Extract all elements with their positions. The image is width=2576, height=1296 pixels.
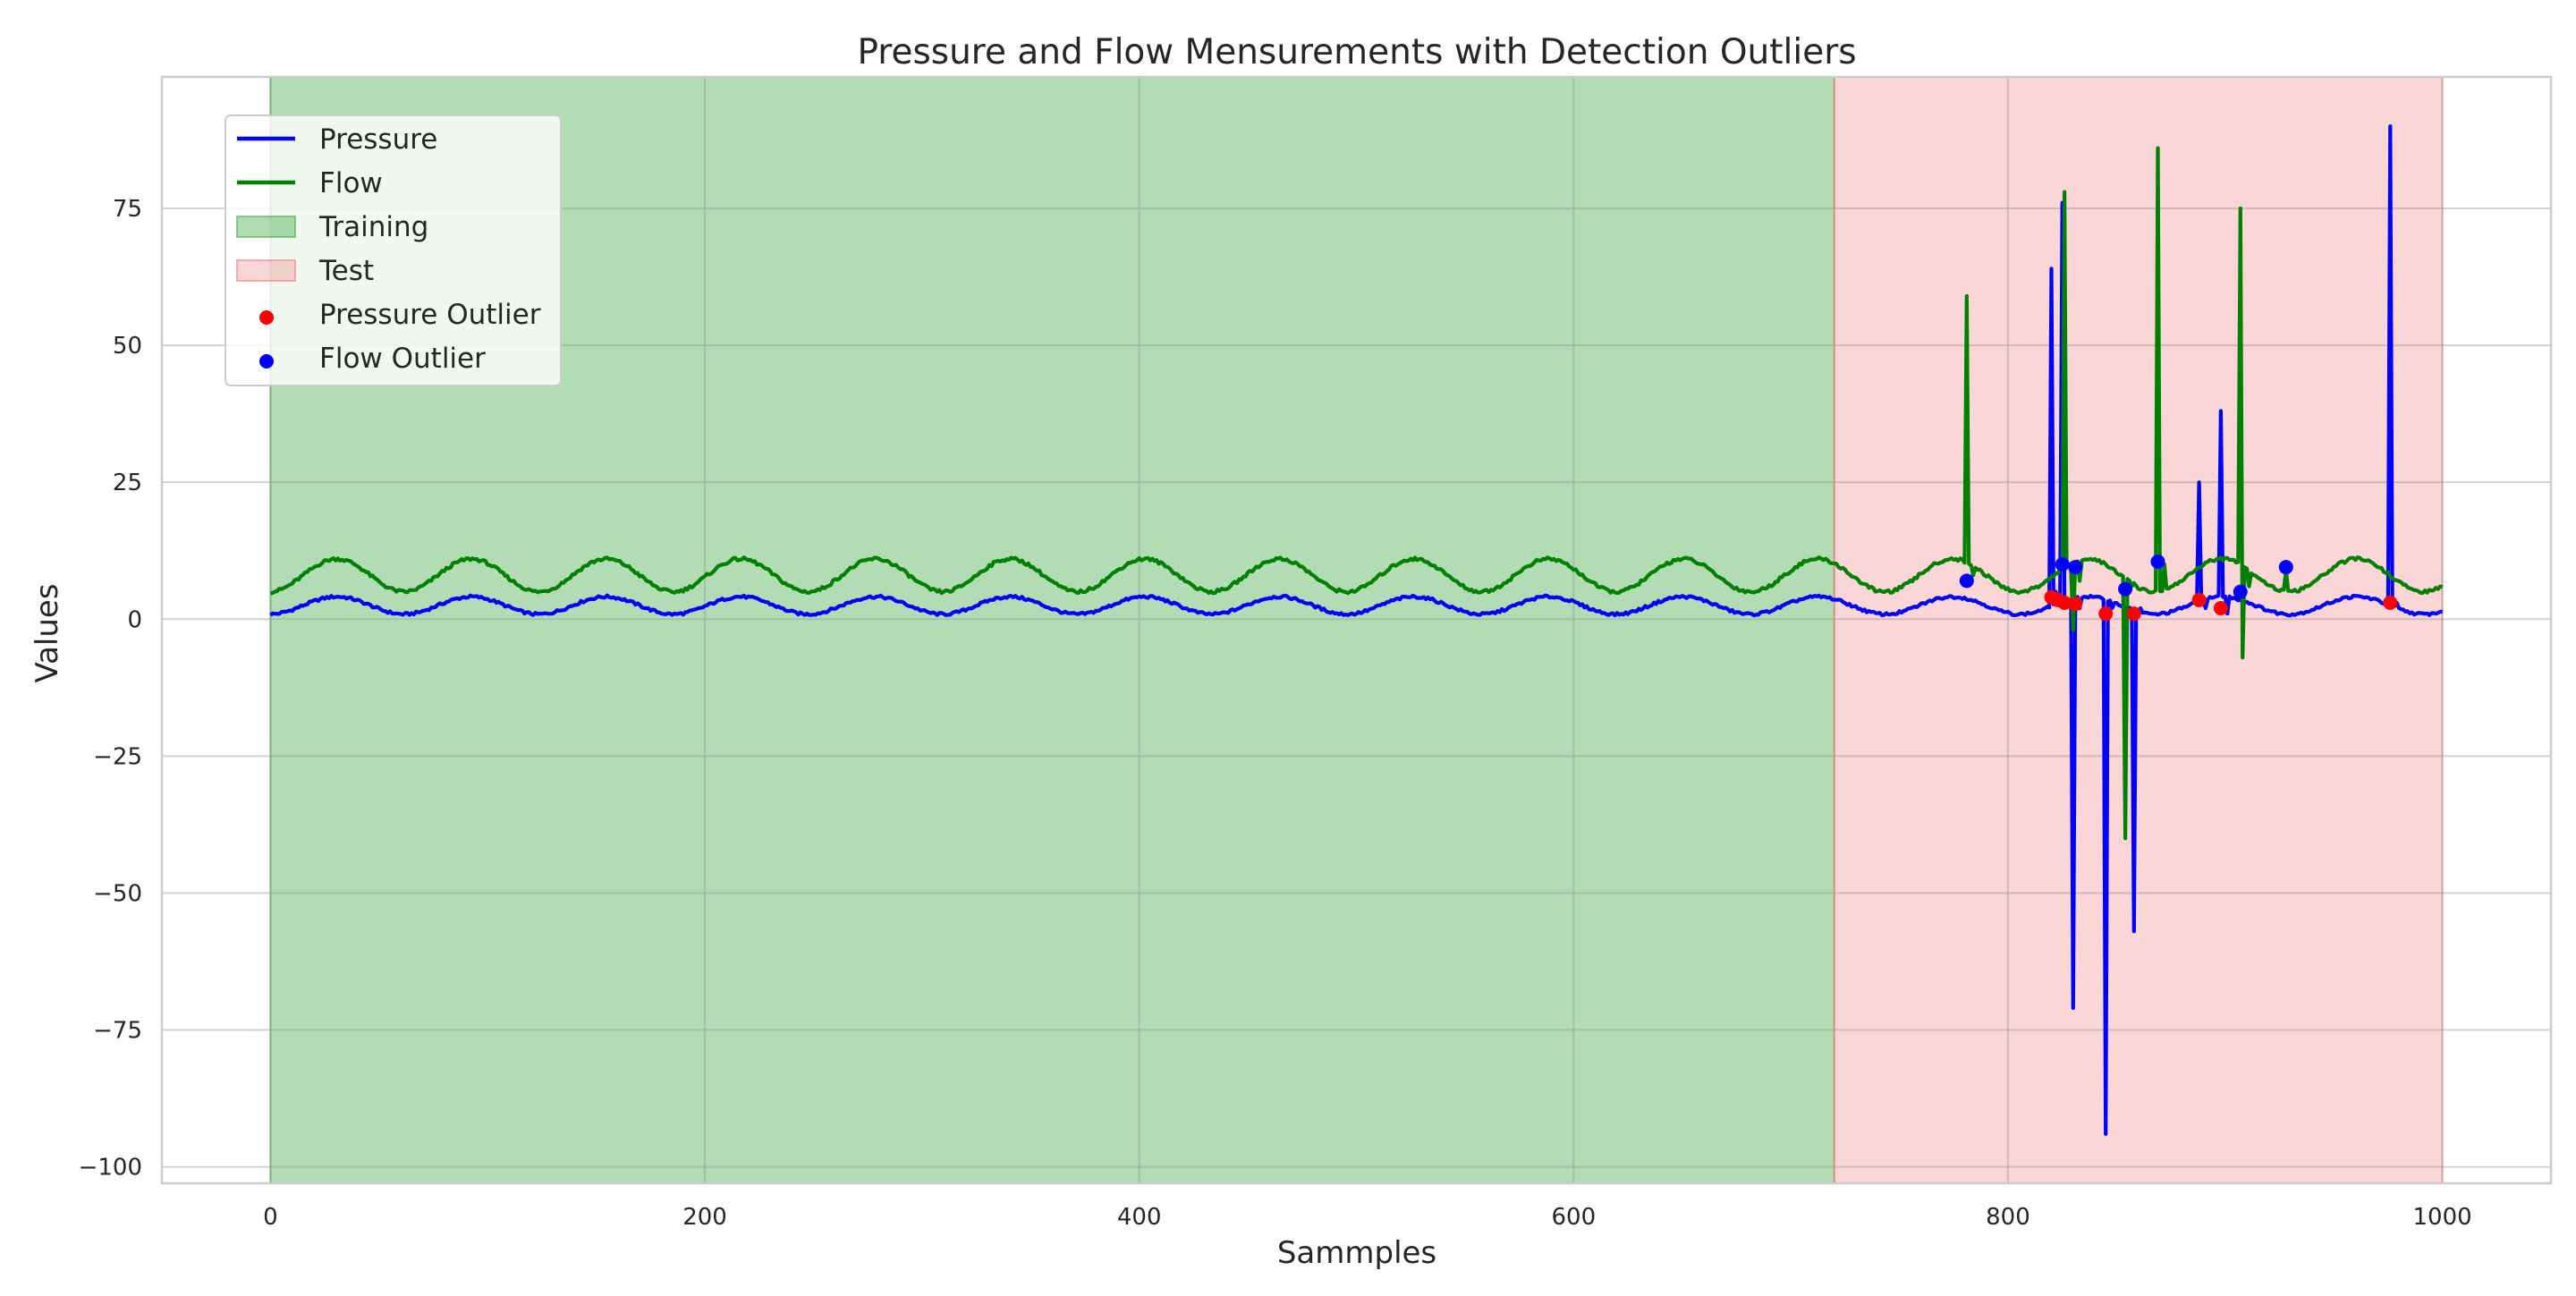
x-tick-label: 1000 <box>2413 1204 2472 1231</box>
legend-box <box>225 114 562 386</box>
series-line-flow <box>270 146 2444 841</box>
y-tick-label: −100 <box>79 1155 142 1182</box>
flow-outlier-point <box>1959 573 1974 589</box>
y-tick-label: 75 <box>113 196 142 223</box>
pressure-outlier-point <box>2057 595 2072 610</box>
y-tick-label: 25 <box>113 470 142 496</box>
y-tick-label: 50 <box>113 333 142 360</box>
pressure-outlier-point <box>2383 595 2398 610</box>
x-axis-label: Sammples <box>1277 1235 1436 1271</box>
x-tick-label: 800 <box>1986 1204 2030 1231</box>
plot-frame <box>160 75 2553 1185</box>
flow-outlier-point <box>2055 557 2070 572</box>
pressure-outlier-point <box>2126 606 2141 622</box>
x-tick-label: 200 <box>682 1204 727 1231</box>
y-tick-label: −50 <box>93 880 142 907</box>
flow-outlier-point <box>2150 554 2165 569</box>
legend-swatch-flow-outlier <box>259 354 274 368</box>
ticks-layer: 0 200 400 600 800 1000 −100 −75 −50 −25 0 25 50 75 <box>79 196 2472 1231</box>
legend-label-pressure: Pressure <box>319 123 437 156</box>
legend-swatch-pressure-outlier <box>259 310 274 325</box>
pressure-outlier-point <box>2191 592 2207 607</box>
flow-outlier-point <box>2068 560 2083 575</box>
pressure-outlier-point <box>2098 606 2114 622</box>
flow-outlier-point <box>2233 584 2248 599</box>
legend-label-pressure-outlier: Pressure Outlier <box>319 299 541 331</box>
x-tick-label: 0 <box>263 1204 278 1231</box>
pressure-outlier-point <box>2068 597 2083 612</box>
chart-title: Pressure and Flow Mensurements with Dete… <box>857 32 1856 72</box>
y-axis-label: Values <box>30 583 65 682</box>
legend-label-test: Test <box>318 255 374 287</box>
legend-swatch-training <box>236 216 296 238</box>
y-tick-label: −75 <box>93 1018 142 1045</box>
outlier-layer <box>1959 554 2398 622</box>
regions-layer <box>269 77 2444 1183</box>
legend-label-flow: Flow <box>319 167 383 199</box>
y-tick-label: 0 <box>127 606 142 633</box>
y-tick-label: −25 <box>93 743 142 770</box>
legend-label-training: Training <box>318 211 428 243</box>
x-tick-label: 400 <box>1117 1204 1162 1231</box>
pressure-outlier-point <box>2213 601 2228 616</box>
legend-label-flow-outlier: Flow Outlier <box>319 343 486 375</box>
region-test <box>1834 77 2443 1183</box>
legend-swatch-test <box>236 259 296 282</box>
legend: Pressure Flow Training Test Pressure Outlier… <box>225 114 562 386</box>
flow-outlier-point <box>2278 560 2293 575</box>
flow-outlier-point <box>2118 581 2133 597</box>
x-tick-label: 600 <box>1551 1204 1596 1231</box>
